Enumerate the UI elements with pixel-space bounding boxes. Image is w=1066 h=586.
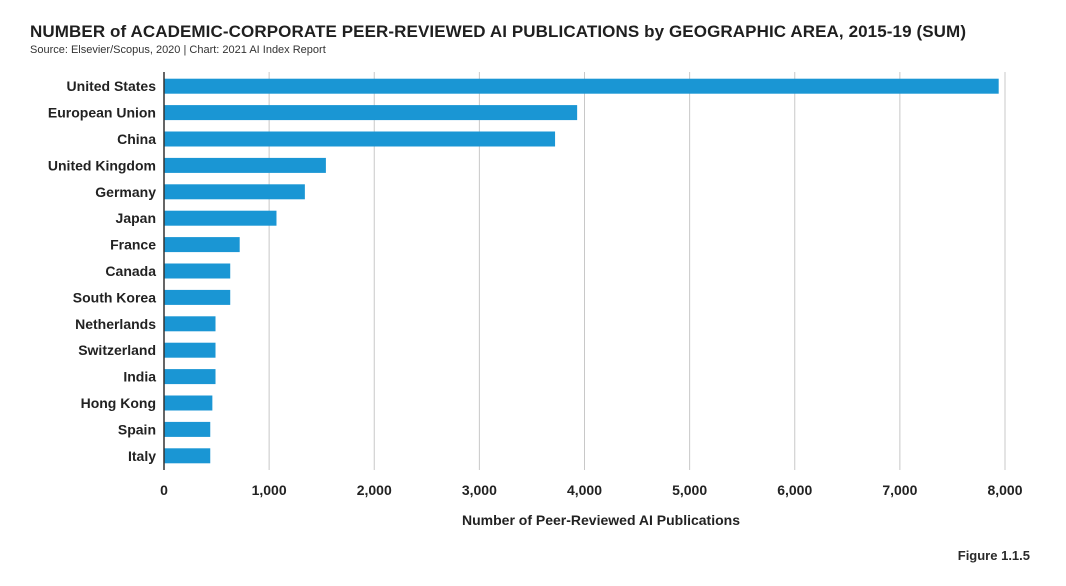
chart-source: Source: Elsevier/Scopus, 2020 | Chart: 2… [30,44,326,56]
x-tick-label: 8,000 [987,482,1022,498]
bar [164,369,216,385]
x-tick-label: 5,000 [672,482,707,498]
category-label: South Korea [73,289,156,305]
category-label: United States [67,78,157,94]
category-label: Canada [105,263,156,279]
bar [164,316,216,332]
figure-label: Figure 1.1.5 [957,548,1030,563]
category-label: Germany [95,184,156,200]
bar [164,105,578,121]
x-axis-title: Number of Peer-Reviewed AI Publications [462,512,740,528]
x-tick-label: 0 [160,482,168,498]
bar [164,421,211,437]
category-label: Hong Kong [81,395,156,411]
x-tick-label: 6,000 [777,482,812,498]
x-tick-label: 4,000 [567,482,602,498]
x-tick-label: 1,000 [252,482,287,498]
bar [164,78,999,94]
category-label: Spain [118,421,156,437]
bar [164,184,305,200]
category-label: Japan [116,210,156,226]
category-label: India [123,369,156,385]
bar [164,289,231,305]
x-tick-label: 7,000 [882,482,917,498]
category-label: Switzerland [78,342,156,358]
category-label: Italy [128,448,156,464]
bar [164,210,277,226]
bar [164,157,326,173]
x-tick-label: 2,000 [357,482,392,498]
bar [164,448,211,464]
category-label: United Kingdom [48,157,156,173]
x-tick-label: 3,000 [462,482,497,498]
bar [164,131,556,147]
category-label: China [117,131,156,147]
category-label: France [110,237,156,253]
category-label: European Union [48,105,156,121]
bar [164,263,231,279]
bar [164,342,216,358]
bar [164,395,213,411]
bar [164,237,240,253]
chart-title: NUMBER of ACADEMIC-CORPORATE PEER-REVIEW… [30,22,967,41]
category-label: Netherlands [75,316,156,332]
